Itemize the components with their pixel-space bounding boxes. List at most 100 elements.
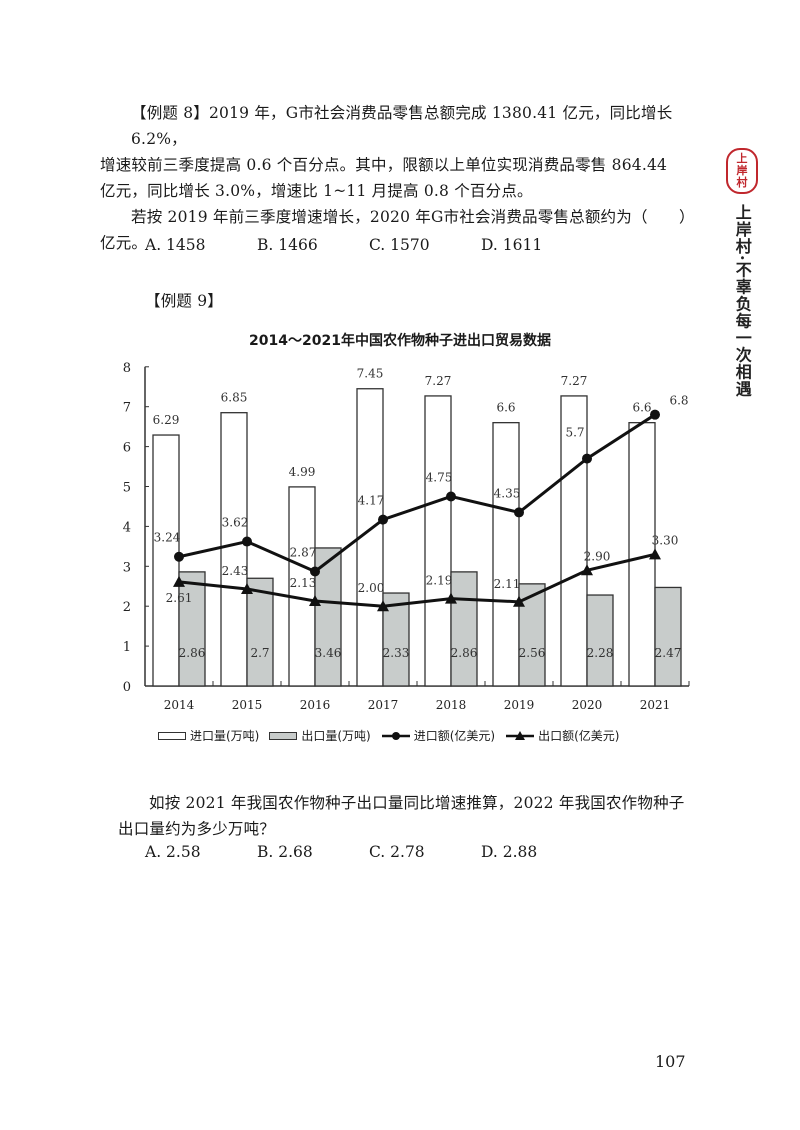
import-volume-bar (560, 395, 588, 687)
option-d[interactable]: D. 1611 (481, 236, 543, 254)
legend-label: 出口额(亿美元) (538, 729, 620, 743)
example-8-line3: 亿元，同比增长 3.0%，增速比 1~11 月提高 0.8 个百分点。 (100, 182, 533, 200)
bar-label: 6.6 (496, 401, 515, 415)
line-label: 2.87 (290, 545, 317, 559)
export-volume-bar (586, 594, 614, 687)
y-tick-label: 7 (123, 401, 131, 416)
legend-import-volume: 进口量(万吨) (158, 727, 259, 744)
x-tick-label: 2019 (504, 698, 535, 712)
example-9-question-line1: 如按 2021 年我国农作物种子出口量同比增速推算，2022 年我国农作物种子 (149, 794, 685, 812)
example-8-line2: 增速较前三季度提高 0.6 个百分点。其中，限额以上单位实现消费品零售 864.… (100, 156, 668, 174)
example-9-question-line2: 出口量约为多少万吨？ (118, 820, 276, 838)
seal-char: 岸 (736, 164, 748, 177)
chart-legend: 进口量(万吨) 出口量(万吨) 进口额(亿美元) 出口额(亿美元) (158, 727, 630, 744)
bar-label: 2.33 (383, 646, 410, 660)
bar-label: 2.47 (655, 646, 682, 660)
line-label: 2.61 (166, 591, 193, 605)
circle-marker-icon (514, 507, 524, 518)
line-label: 6.8 (669, 394, 688, 408)
seal-char: 村 (736, 176, 748, 189)
line-label: 3.62 (222, 516, 249, 530)
brand-seal-icon: 上 岸 村 (726, 148, 758, 194)
legend-label: 进口额(亿美元) (413, 729, 496, 743)
circle-marker-icon (582, 453, 592, 464)
triangle-marker-icon (581, 564, 593, 576)
line-label: 2.43 (222, 564, 249, 578)
circle-marker-icon (378, 514, 388, 525)
bar-label: 2.7 (250, 646, 269, 660)
line-label: 2.00 (358, 581, 385, 595)
bar-label: 6.85 (221, 391, 248, 405)
line-label: 2.13 (290, 576, 317, 590)
bar-label: 7.45 (357, 367, 384, 381)
y-tick-label: 0 (123, 680, 131, 695)
chart-title: 2014～2021年中国农作物种子进出口贸易数据 (249, 333, 551, 349)
x-tick-label: 2016 (300, 698, 331, 712)
line-label: 3.24 (154, 531, 181, 545)
example-8-question-line2: 亿元。 (100, 234, 148, 252)
y-tick-label: 3 (123, 560, 131, 575)
import-volume-bar (152, 434, 180, 687)
circle-marker-icon (174, 551, 184, 562)
bar-label: 2.56 (519, 646, 546, 660)
export-volume-bar (246, 577, 274, 687)
line-label: 2.19 (426, 574, 453, 588)
example-8-line1: 【例题 8】2019 年，G市社会消费品零售总额完成 1380.41 亿元，同比… (131, 104, 673, 148)
line-label: 4.35 (494, 486, 521, 500)
option-a[interactable]: A. 2.58 (145, 843, 201, 861)
bar-label: 7.27 (561, 374, 588, 388)
example-8-text: 【例题 8】2019 年，G市社会消费品零售总额完成 1380.41 亿元，同比… (100, 100, 695, 256)
example-9-question: 如按 2021 年我国农作物种子出口量同比增速推算，2022 年我国农作物种子 … (118, 790, 690, 842)
bar-label: 4.99 (289, 465, 316, 479)
option-a[interactable]: A. 1458 (145, 236, 206, 254)
option-d[interactable]: D. 2.88 (481, 843, 538, 861)
line-label: 2.90 (584, 549, 611, 563)
export-value-line (178, 552, 656, 608)
line-label: 5.7 (565, 426, 584, 440)
circle-marker-icon (650, 409, 660, 420)
option-c[interactable]: C. 2.78 (369, 843, 425, 861)
y-tick-label: 6 (123, 441, 131, 456)
x-tick-label: 2017 (368, 698, 399, 712)
bar-label: 6.29 (153, 413, 180, 427)
line-label: 4.75 (426, 470, 453, 484)
y-tick-label: 5 (123, 481, 131, 496)
legend-export-value: 出口额(亿美元) (505, 727, 620, 744)
export-volume-bar (178, 571, 206, 687)
circle-marker-icon (446, 491, 456, 502)
option-c[interactable]: C. 1570 (369, 236, 430, 254)
import-volume-bar (492, 422, 520, 687)
import-volume-bar (288, 486, 316, 687)
bar-label: 3.46 (315, 646, 342, 660)
line-circle-marker-icon (381, 731, 410, 740)
line-label: 3.30 (652, 533, 679, 547)
x-tick-label: 2015 (232, 698, 263, 712)
legend-export-volume: 出口量(万吨) (269, 727, 371, 744)
y-tick-label: 8 (123, 361, 131, 376)
brand-slogan: 上岸村·不辜负每一次相遇 (732, 204, 752, 398)
option-b[interactable]: B. 2.68 (257, 843, 313, 861)
import-value-line (178, 413, 656, 574)
page-number: 107 (655, 1052, 686, 1071)
bar-label: 6.6 (632, 401, 651, 415)
bar-label: 2.86 (179, 646, 206, 660)
legend-label: 进口量(万吨) (190, 729, 260, 743)
circle-marker-icon (242, 536, 252, 547)
circle-marker-icon (310, 566, 320, 577)
y-tick-label: 2 (123, 600, 131, 615)
line-label: 4.17 (358, 494, 385, 508)
option-b[interactable]: B. 1466 (257, 236, 318, 254)
x-tick-label: 2021 (640, 698, 671, 712)
example-8-question-line1: 若按 2019 年前三季度增速增长，2020 年G市社会消费品零售总额约为（ ） (131, 208, 695, 226)
triangle-marker-icon (309, 595, 321, 607)
y-tick-label: 1 (123, 640, 131, 655)
white-bar-swatch-icon (158, 731, 186, 740)
bar-label: 7.27 (425, 374, 452, 388)
triangle-marker-icon (649, 548, 661, 560)
bar-label: 2.86 (451, 646, 478, 660)
grey-bar-swatch-icon (269, 731, 298, 740)
seal-char: 上 (736, 152, 748, 165)
x-tick-label: 2020 (572, 698, 603, 712)
example-9-options: A. 2.58 B. 2.68 C. 2.78 D. 2.88 (145, 843, 593, 861)
